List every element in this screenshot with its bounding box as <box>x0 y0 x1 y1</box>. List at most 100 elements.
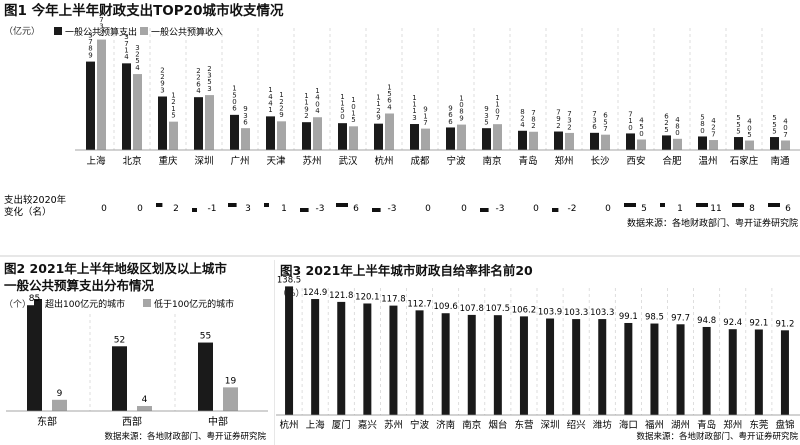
bar-expenditure <box>626 133 635 150</box>
category-label: 烟台 <box>488 419 507 431</box>
bar-revenue <box>205 95 214 150</box>
chart-2-unit: （个） <box>4 299 31 310</box>
value-label: 99.1 <box>619 312 638 322</box>
category-label: 南京 <box>482 155 501 167</box>
legend-label-below-100: 低于100亿元的城市 <box>154 298 234 310</box>
bar-self-sufficiency <box>441 313 450 415</box>
category-label: 西部 <box>122 415 142 428</box>
rank-change-bar <box>372 208 381 212</box>
bar-self-sufficiency <box>702 326 711 415</box>
category-label: 上海 <box>306 419 326 431</box>
value-label: 91.2 <box>775 319 794 329</box>
bar-above-100 <box>27 305 42 411</box>
bar-self-sufficiency <box>519 316 528 415</box>
category-label: 绍兴 <box>567 419 586 431</box>
value-label: 120.1 <box>355 292 379 302</box>
bar-expenditure <box>338 123 347 150</box>
category-label: 东部 <box>37 415 57 428</box>
category-label: 郑州 <box>723 419 742 431</box>
rank-change-value: 1 <box>677 204 683 214</box>
category-label: 天津 <box>266 156 286 167</box>
value-label-above-100: 55 <box>200 332 211 342</box>
bar-expenditure <box>194 97 203 150</box>
legend-swatch-revenue <box>140 27 148 35</box>
bar-revenue <box>781 140 790 150</box>
category-label: 南通 <box>770 155 790 167</box>
bar-revenue <box>709 140 718 150</box>
value-label-above-100: 52 <box>114 335 125 345</box>
rank-change-bar <box>156 203 163 207</box>
value-label: 103.3 <box>564 308 588 318</box>
bar-self-sufficiency <box>546 318 555 415</box>
bar-revenue <box>385 113 394 150</box>
bar-self-sufficiency <box>311 299 320 415</box>
chart-2-source: 数据来源：各地财政部门、粤开证券研究院 <box>104 431 266 442</box>
value-label: 112.7 <box>407 299 431 309</box>
bar-revenue <box>565 132 574 150</box>
bar-self-sufficiency <box>650 323 659 415</box>
chart-1-grid <box>113 28 763 150</box>
value-label-below-100: 19 <box>225 376 237 386</box>
chart-1-unit: （亿元） <box>4 25 40 37</box>
rank-change-bar <box>192 208 197 212</box>
rank-change-bar <box>768 203 780 207</box>
bar-self-sufficiency <box>493 315 502 415</box>
bar-expenditure <box>734 137 743 150</box>
rank-change-value: 0 <box>605 204 611 214</box>
bar-revenue <box>493 124 502 150</box>
rank-change-bar <box>300 208 309 212</box>
value-label: 124.9 <box>303 288 327 298</box>
bar-below-100 <box>223 387 238 411</box>
chart-1-change-label-line1: 支出较2020年 <box>4 194 67 206</box>
value-label: 92.4 <box>723 318 742 328</box>
bar-revenue <box>457 124 466 150</box>
chart-1-legend: 一般公共预算支出 一般公共预算收入 <box>54 26 223 38</box>
legend-label-expenditure: 一般公共预算支出 <box>65 26 137 38</box>
rank-change-value: 5 <box>641 204 647 214</box>
category-label: 潍坊 <box>593 419 613 431</box>
rank-change-bar <box>696 203 708 207</box>
rank-change-bar <box>552 208 559 212</box>
category-label: 广州 <box>230 155 249 167</box>
legend-swatch-below-100 <box>143 299 151 307</box>
category-label: 海口 <box>619 419 638 431</box>
value-label: 107.5 <box>486 304 510 314</box>
legend-swatch-above-100 <box>34 299 42 307</box>
bar-revenue <box>601 134 610 150</box>
bar-revenue <box>529 131 538 150</box>
rank-change-value: -3 <box>496 204 505 214</box>
bar-revenue <box>673 138 682 150</box>
bar-self-sufficiency <box>780 330 789 415</box>
bar-below-100 <box>52 399 67 411</box>
bar-revenue <box>421 128 430 150</box>
category-label: 南京 <box>462 419 481 431</box>
rank-change-value: 0 <box>461 204 467 214</box>
bar-revenue <box>277 121 286 150</box>
category-label: 苏州 <box>384 419 403 431</box>
bar-revenue <box>313 117 322 150</box>
bar-expenditure <box>266 116 275 150</box>
category-label: 杭州 <box>374 155 393 167</box>
legend-swatch-expenditure <box>54 27 62 35</box>
bar-revenue <box>169 121 178 150</box>
bar-expenditure <box>698 136 707 150</box>
